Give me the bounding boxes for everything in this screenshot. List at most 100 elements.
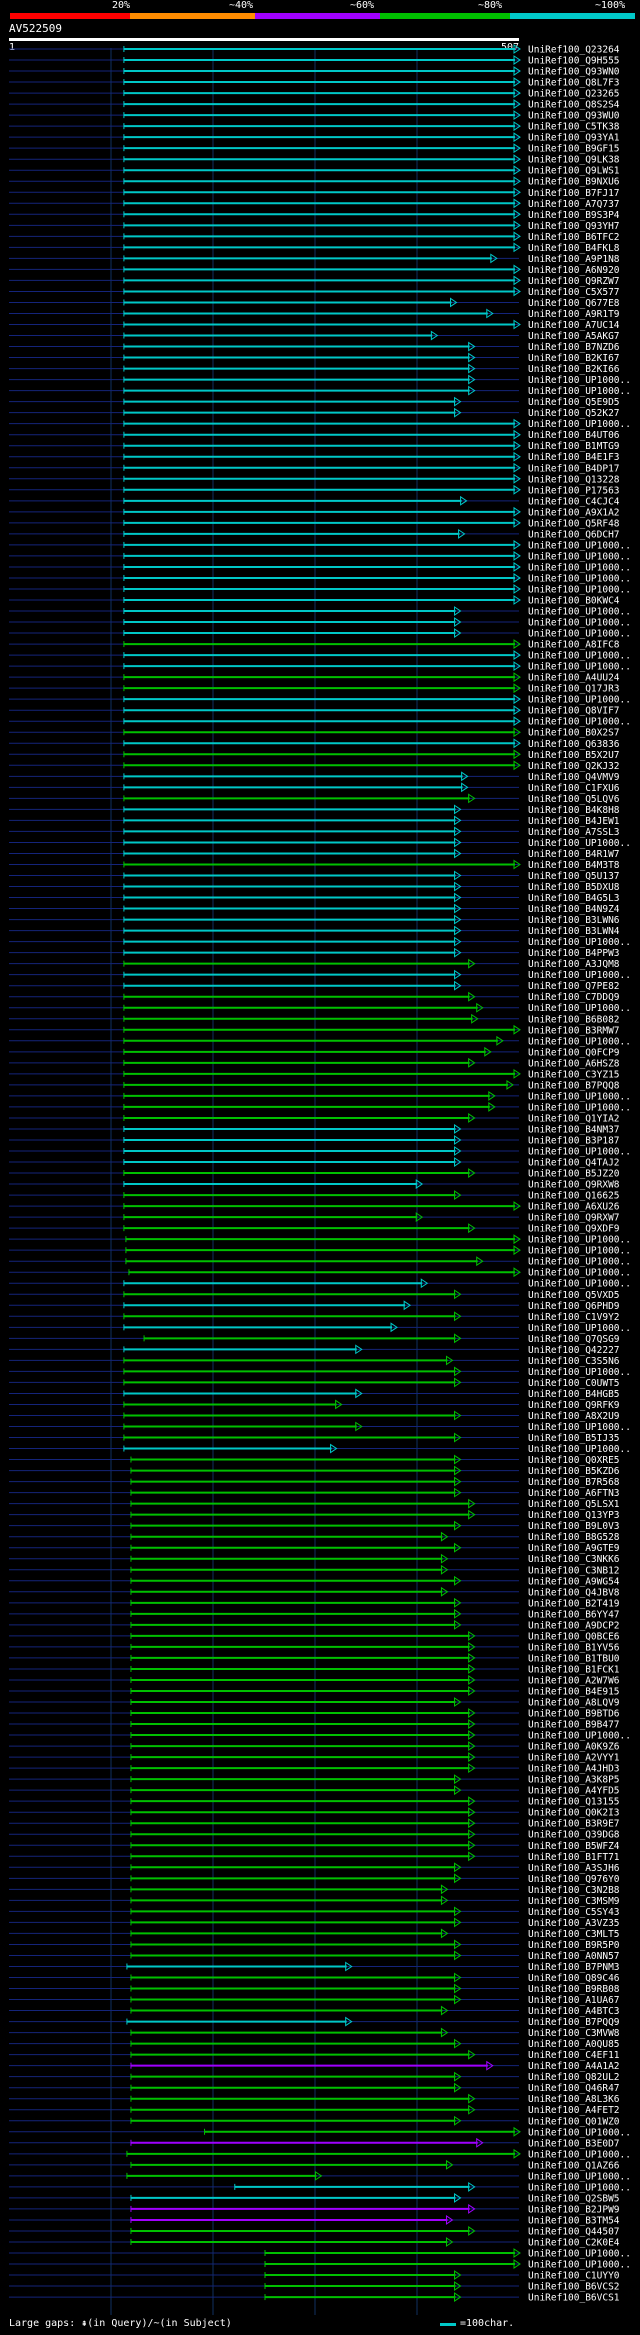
hit-row[interactable]: UniRef100_C2K0E4 [9,2237,620,2248]
hit-label[interactable]: UniRef100_A3JQM8 [528,959,620,970]
hit-row[interactable]: UniRef100_A9GTE9 [9,1542,620,1554]
hit-label[interactable]: UniRef100_UP1000.. [528,2260,631,2271]
hit-row[interactable]: UniRef100_UP1000.. [9,2170,631,2182]
hit-row[interactable]: UniRef100_UP1000.. [9,1443,631,1455]
hit-row[interactable]: UniRef100_B4JEW1 [9,815,620,827]
hit-label[interactable]: UniRef100_B9GF15 [528,144,620,155]
hit-row[interactable]: UniRef100_Q6PHD9 [9,1300,620,1312]
hit-row[interactable]: UniRef100_Q9RXW8 [9,1179,620,1191]
hit-row[interactable]: UniRef100_A6FTN3 [9,1487,620,1499]
hit-label[interactable]: UniRef100_Q4JBV8 [528,1587,620,1598]
hit-label[interactable]: UniRef100_Q8S2S4 [528,100,620,111]
hit-label[interactable]: UniRef100_B7R568 [528,1477,620,1488]
hit-row[interactable]: UniRef100_Q2KJ32 [9,760,620,772]
hit-label[interactable]: UniRef100_B3LWN6 [528,915,620,926]
hit-label[interactable]: UniRef100_Q13155 [528,1797,620,1808]
hit-row[interactable]: UniRef100_P17563 [9,484,620,496]
hit-row[interactable]: UniRef100_C4EF11 [9,2049,620,2061]
hit-row[interactable]: UniRef100_Q17JR3 [9,683,620,695]
hit-row[interactable]: UniRef100_A0QU85 [9,2038,620,2050]
hit-row[interactable]: UniRef100_B9NXU6 [9,176,620,188]
hit-label[interactable]: UniRef100_UP1000.. [528,1422,631,1433]
hit-label[interactable]: UniRef100_A9WG54 [528,1576,620,1587]
hit-label[interactable]: UniRef100_C3S5N6 [528,1356,620,1367]
hit-label[interactable]: UniRef100_UP1000.. [528,2249,631,2260]
hit-row[interactable]: UniRef100_A4A1A2 [9,2060,620,2072]
hit-row[interactable]: UniRef100_Q13YP3 [9,1509,620,1521]
hit-row[interactable]: UniRef100_UP1000.. [9,1278,631,1290]
hit-label[interactable]: UniRef100_B7PNM3 [528,1962,620,1973]
hit-label[interactable]: UniRef100_B4E915 [528,1686,620,1697]
hit-label[interactable]: UniRef100_B4FKL8 [528,243,620,254]
hit-label[interactable]: UniRef100_C5SY43 [528,1907,620,1918]
hit-row[interactable]: UniRef100_Q93WN0 [9,66,620,78]
hit-row[interactable]: UniRef100_B5JZ20 [9,1168,620,1180]
hit-row[interactable]: UniRef100_Q4JBV8 [9,1586,620,1598]
hit-label[interactable]: UniRef100_A9R1T9 [528,309,620,320]
hit-label[interactable]: UniRef100_Q7QSG9 [528,1334,620,1345]
hit-row[interactable]: UniRef100_UP1000.. [9,539,631,551]
hit-row[interactable]: UniRef100_B4G5L3 [9,892,620,904]
hit-label[interactable]: UniRef100_B4DP17 [528,463,620,474]
hit-label[interactable]: UniRef100_UP1000.. [528,1367,631,1378]
hit-row[interactable]: UniRef100_Q9RFK9 [9,1399,620,1411]
hit-label[interactable]: UniRef100_UP1000.. [528,2127,631,2138]
hit-row[interactable]: UniRef100_Q93WU0 [9,110,620,122]
hit-row[interactable]: UniRef100_Q5E9D5 [9,396,620,408]
hit-label[interactable]: UniRef100_B7NZD6 [528,342,620,353]
hit-row[interactable]: UniRef100_Q93YA1 [9,132,620,144]
hit-label[interactable]: UniRef100_UP1000.. [528,1731,631,1742]
hit-row[interactable]: UniRef100_Q13228 [9,473,620,485]
hit-row[interactable]: UniRef100_B4K8H8 [9,804,620,816]
hit-label[interactable]: UniRef100_A0NN57 [528,1951,620,1962]
hit-row[interactable]: UniRef100_C3MSM9 [9,1895,620,1907]
hit-row[interactable]: UniRef100_Q1AZ66 [9,2159,620,2171]
hit-label[interactable]: UniRef100_B5DXU8 [528,882,620,893]
hit-row[interactable]: UniRef100_Q9LK38 [9,154,620,166]
hit-row[interactable]: UniRef100_B4E915 [9,1686,620,1697]
hit-row[interactable]: UniRef100_Q2SBW5 [9,2192,620,2204]
hit-label[interactable]: UniRef100_A4YFD5 [528,1786,620,1797]
hit-row[interactable]: UniRef100_A4JHD3 [9,1763,620,1775]
hit-row[interactable]: UniRef100_Q42227 [9,1344,620,1356]
hit-row[interactable]: UniRef100_UP1000.. [9,2148,631,2160]
hit-row[interactable]: UniRef100_Q0FCP9 [9,1046,620,1058]
hit-label[interactable]: UniRef100_UP1000.. [528,551,631,562]
hit-label[interactable]: UniRef100_Q5RF48 [528,518,620,529]
hit-label[interactable]: UniRef100_UP1000.. [528,695,631,706]
hit-label[interactable]: UniRef100_B9B477 [528,1720,620,1731]
hit-row[interactable]: UniRef100_UP1000.. [9,1090,631,1102]
hit-row[interactable]: UniRef100_Q7PE82 [9,980,620,992]
hit-row[interactable]: UniRef100_Q0K2I3 [9,1807,620,1819]
hit-label[interactable]: UniRef100_A4UU24 [528,673,620,684]
hit-label[interactable]: UniRef100_Q9RFK9 [528,1400,620,1411]
hit-row[interactable]: UniRef100_UP1000.. [9,969,631,981]
hit-label[interactable]: UniRef100_C3MLT5 [528,1929,620,1940]
hit-row[interactable]: UniRef100_Q9LWS1 [9,165,620,177]
hit-row[interactable]: UniRef100_Q0BCE6 [9,1630,620,1642]
hit-row[interactable]: UniRef100_A7UC14 [9,319,620,331]
hit-label[interactable]: UniRef100_B4G5L3 [528,893,620,904]
hit-row[interactable]: UniRef100_Q46R47 [9,2082,620,2094]
hit-row[interactable]: UniRef100_A7SSL3 [9,826,620,838]
hit-row[interactable]: UniRef100_A8IFC8 [9,639,620,651]
hit-row[interactable]: UniRef100_A8LQV9 [9,1697,620,1709]
hit-row[interactable]: UniRef100_B0KWC4 [9,595,620,607]
hit-row[interactable]: UniRef100_A5AKG7 [9,330,620,342]
hit-row[interactable]: UniRef100_Q52K27 [9,407,620,419]
hit-label[interactable]: UniRef100_B0X2S7 [528,728,620,739]
hit-label[interactable]: UniRef100_B9R5P0 [528,1940,620,1951]
hit-row[interactable]: UniRef100_A3JQM8 [9,958,620,970]
hit-label[interactable]: UniRef100_UP1000.. [528,562,631,573]
hit-row[interactable]: UniRef100_Q0XRE5 [9,1454,620,1466]
hit-label[interactable]: UniRef100_C3MVW8 [528,2028,620,2039]
hit-row[interactable]: UniRef100_B9GF15 [9,143,620,155]
hit-row[interactable]: UniRef100_Q8L7F3 [9,77,620,89]
hit-label[interactable]: UniRef100_A7SSL3 [528,827,620,838]
hit-row[interactable]: UniRef100_C7DDQ9 [9,991,620,1003]
hit-label[interactable]: UniRef100_Q42227 [528,1345,620,1356]
hit-row[interactable]: UniRef100_UP1000.. [9,550,631,562]
hit-row[interactable]: UniRef100_UP1000.. [9,1366,631,1378]
hit-row[interactable]: UniRef100_UP1000.. [9,1322,631,1334]
hit-label[interactable]: UniRef100_B9BTD6 [528,1709,620,1720]
